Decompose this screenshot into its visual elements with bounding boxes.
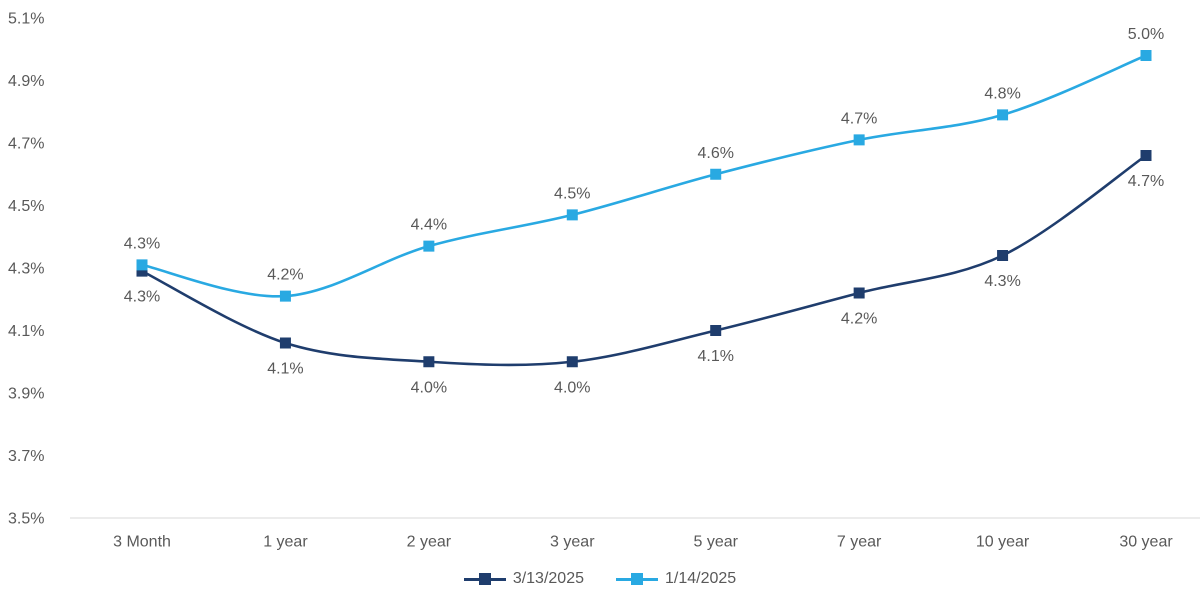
x-axis-tick-label: 5 year [693,534,738,551]
y-axis-tick-label: 3.5% [8,511,44,528]
data-point-label-1-14-2025: 4.7% [841,110,877,127]
chart-legend: 3/13/2025 1/14/2025 [0,571,1200,587]
legend-line-marker-icon [616,572,658,586]
data-point-label-3-13-2025: 4.0% [411,379,447,396]
x-axis-tick-label: 7 year [837,534,882,551]
y-axis-tick-label: 4.7% [8,136,44,153]
data-point-label-1-14-2025: 4.3% [124,235,160,252]
y-axis-tick-label: 4.3% [8,261,44,278]
x-axis-tick-label: 10 year [976,534,1030,551]
data-point-marker-3-13-2025 [566,356,578,368]
data-point-marker-3-13-2025 [710,325,722,336]
data-point-label-3-13-2025: 4.7% [1128,173,1164,190]
data-point-label-1-14-2025: 4.4% [411,217,447,234]
data-point-marker-1-14-2025 [423,240,435,252]
legend-square-icon [478,572,491,585]
x-axis-tick-label: 3 year [550,534,595,551]
data-point-marker-3-13-2025 [136,265,148,277]
data-point-label-3-13-2025: 4.2% [841,311,877,328]
x-axis-tick-label: 30 year [1119,534,1173,551]
data-point-marker-3-13-2025 [853,287,865,299]
data-point-label-1-14-2025: 4.5% [554,185,590,202]
y-axis-tick-label: 3.9% [8,386,44,403]
legend-label: 3/13/2025 [512,570,584,587]
data-point-label-3-13-2025: 4.0% [554,379,590,396]
data-point-label-3-13-2025: 4.1% [697,348,733,365]
data-point-marker-1-14-2025 [1140,50,1152,61]
legend-item-series-1: 1/14/2025 [616,571,736,587]
data-point-marker-3-13-2025 [423,356,435,368]
data-point-label-3-13-2025: 4.3% [124,289,160,306]
y-axis-tick-label: 3.7% [8,448,44,465]
data-point-marker-3-13-2025 [279,337,291,349]
data-point-label-3-13-2025: 4.3% [984,273,1020,290]
data-point-label-1-14-2025: 4.8% [984,85,1020,102]
data-point-label-1-14-2025: 4.2% [267,267,303,284]
data-point-marker-1-14-2025 [566,209,578,221]
data-point-marker-1-14-2025 [279,290,291,302]
data-point-marker-1-14-2025 [853,134,865,146]
x-axis-tick-label: 1 year [263,534,308,551]
series-line-1-14-2025 [141,54,1147,298]
series-line-3-13-2025 [141,154,1147,367]
data-point-label-3-13-2025: 4.1% [267,361,303,378]
chart-plot-area: 3.5% 3.7% 3.9% 4.1% 4.3% 4.5% 4.7% 4.9% 5.1% 3 Mo… [8,11,1200,551]
data-point-marker-1-14-2025 [136,259,148,271]
data-point-marker-3-13-2025 [997,250,1009,261]
legend-item-series-0: 3/13/2025 [463,570,584,587]
data-point-label-1-14-2025: 5.0% [1128,26,1164,43]
y-axis-tick-label: 4.1% [8,323,44,340]
legend-line-marker-icon [463,572,506,586]
legend-label: 1/14/2025 [665,570,737,587]
data-point-marker-3-13-2025 [1140,150,1152,161]
y-axis-tick-label: 5.1% [8,11,44,28]
legend-square-icon [631,572,643,585]
x-axis-tick-label: 2 year [407,534,452,551]
x-axis-tick-label: 3 Month [113,534,171,551]
data-point-marker-1-14-2025 [997,109,1009,121]
data-point-label-1-14-2025: 4.6% [697,145,733,162]
y-axis-tick-label: 4.9% [8,73,44,90]
data-point-marker-1-14-2025 [710,168,722,180]
y-axis-tick-label: 4.5% [8,198,44,215]
